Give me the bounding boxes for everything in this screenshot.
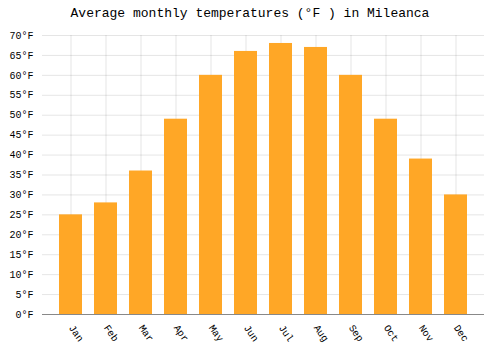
svg-text:Jun: Jun [241, 323, 260, 344]
svg-text:35°F: 35°F [9, 170, 33, 181]
svg-text:70°F: 70°F [9, 31, 33, 42]
svg-text:May: May [206, 323, 225, 344]
svg-text:Aug: Aug [311, 323, 330, 344]
svg-text:5°F: 5°F [15, 290, 33, 301]
svg-text:Sep: Sep [346, 323, 365, 344]
svg-text:Feb: Feb [101, 323, 120, 344]
svg-text:30°F: 30°F [9, 190, 33, 201]
svg-text:45°F: 45°F [9, 130, 33, 141]
svg-text:50°F: 50°F [9, 110, 33, 121]
svg-text:40°F: 40°F [9, 150, 33, 161]
svg-text:Mar: Mar [136, 323, 155, 344]
svg-text:Dec: Dec [451, 323, 470, 344]
html-text:Average monthly temperatures (: Average monthly temperatures (°F ) in Mi… [70, 6, 430, 21]
svg-text:20°F: 20°F [9, 230, 33, 241]
svg-text:10°F: 10°F [9, 270, 33, 281]
svg-text:Jan: Jan [66, 323, 85, 344]
svg-text:0°F: 0°F [15, 310, 33, 321]
svg-text:55°F: 55°F [9, 90, 33, 101]
svg-text:Nov: Nov [416, 323, 435, 344]
svg-text:Jul: Jul [276, 323, 295, 344]
svg-text:65°F: 65°F [9, 51, 33, 62]
svg-text:15°F: 15°F [9, 250, 33, 261]
svg-text:25°F: 25°F [9, 210, 33, 221]
svg-text:60°F: 60°F [9, 71, 33, 82]
svg-text:Apr: Apr [171, 323, 190, 344]
svg-text:Oct: Oct [381, 323, 400, 344]
